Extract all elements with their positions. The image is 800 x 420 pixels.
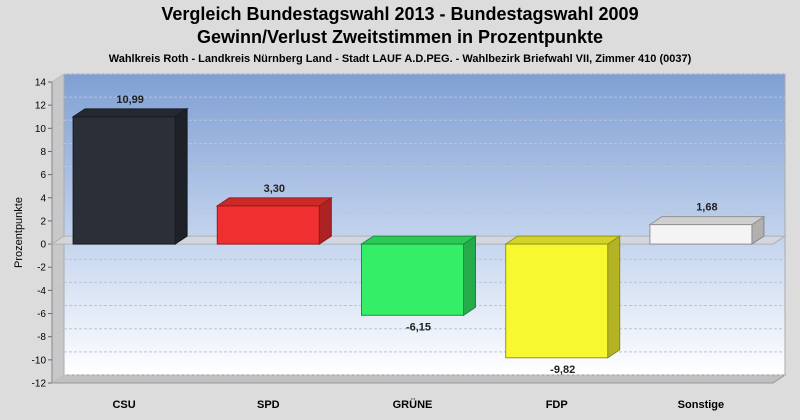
- y-tick-label: 10: [35, 124, 47, 135]
- bar-top-1: [215, 197, 333, 207]
- value-label: 1,68: [696, 202, 717, 214]
- y-tick-label: -8: [37, 332, 46, 343]
- plot-floor: [50, 374, 787, 384]
- y-tick-label: -12: [32, 379, 47, 390]
- gridline-wall: [51, 281, 65, 291]
- chart-title: Vergleich Bundestagswahl 2013 - Bundesta…: [161, 4, 639, 24]
- bar-1: [216, 205, 320, 245]
- bar-side-0: [174, 107, 188, 246]
- y-tick-label: -2: [37, 263, 46, 274]
- gridline-wall: [51, 328, 65, 338]
- y-tick-label: 8: [40, 147, 46, 158]
- gridline-wall: [51, 374, 65, 384]
- gridline-wall: [51, 305, 65, 314]
- y-tick-label: 0: [40, 240, 46, 251]
- y-tick-label: -6: [37, 309, 46, 320]
- category-label: CSU: [112, 399, 135, 411]
- value-label: 10,99: [116, 94, 144, 106]
- gridline-wall: [51, 351, 65, 361]
- y-tick-label: 12: [35, 101, 47, 112]
- category-label: GRÜNE: [393, 398, 433, 411]
- bar-side-3: [607, 235, 621, 359]
- bar-0: [72, 116, 176, 245]
- category-label: FDP: [546, 399, 568, 411]
- gridline-wall: [51, 73, 65, 83]
- plot-left-wall: [51, 73, 65, 384]
- chart-subtitle: Gewinn/Verlust Zweitstimmen in Prozentpu…: [196, 27, 604, 47]
- gridline-wall: [51, 189, 65, 199]
- y-tick-label: 6: [40, 170, 46, 181]
- category-label: Sonstige: [678, 399, 724, 411]
- value-label: -6,15: [406, 321, 431, 333]
- category-label: SPD: [257, 399, 280, 411]
- gridline-wall: [51, 143, 65, 152]
- y-tick-label: -10: [32, 355, 47, 366]
- bar-top-3: [504, 235, 622, 245]
- gridline-wall: [51, 119, 65, 129]
- bar-4: [649, 224, 753, 245]
- y-tick-label: 2: [40, 216, 46, 227]
- bar-top-4: [648, 216, 766, 226]
- y-tick-label: -4: [37, 286, 46, 297]
- gridline-wall: [51, 258, 65, 268]
- gridline-wall: [51, 166, 65, 176]
- gridline-wall: [51, 96, 65, 106]
- bar-top-0: [71, 108, 189, 118]
- bar-top-2: [359, 235, 478, 245]
- bar-3: [505, 243, 609, 359]
- y-axis-label: Prozentpunkte: [13, 197, 25, 268]
- bar-side-2: [463, 235, 476, 317]
- bar-2: [361, 243, 464, 316]
- value-label: 3,30: [264, 183, 285, 195]
- y-tick-label: 4: [40, 193, 46, 204]
- chart-subtitle-district: Wahlkreis Roth - Landkreis Nürnberg Land…: [108, 53, 692, 65]
- y-tick-label: 14: [35, 78, 47, 89]
- gridline-wall: [51, 212, 65, 222]
- value-label: -9,82: [550, 364, 575, 376]
